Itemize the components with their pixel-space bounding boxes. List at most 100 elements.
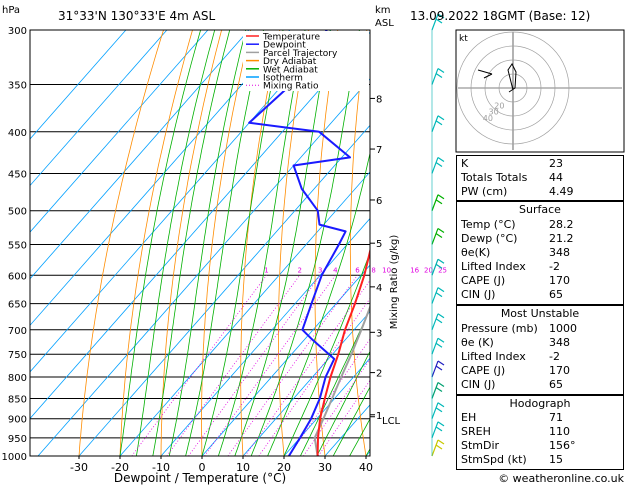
wind-barb-flag (437, 402, 445, 408)
wind-barb-flag (437, 13, 445, 19)
pressure-tick-label: 650 (8, 300, 27, 311)
wind-barb (431, 157, 439, 174)
wind-barb (431, 382, 439, 399)
wet-adiabat-line (185, 30, 264, 456)
pressure-tick-label: 950 (8, 434, 27, 445)
asl-label: ASL (375, 18, 394, 29)
dry-adiabat-line (349, 30, 368, 456)
surface-table: Surface Temp (°C) 28.2 Dewp (°C) 21.2 θe(K… (456, 201, 624, 305)
pressure-tick-label: 700 (8, 326, 27, 337)
hodograph-ring (498, 73, 528, 103)
wind-barb-flag (435, 199, 443, 205)
hodograph-storm-arrow (477, 69, 493, 79)
wind-barb-flag (437, 287, 445, 293)
hodograph-box (455, 29, 625, 153)
mixing-ratio-line (131, 275, 267, 456)
wet-adiabat-line (267, 151, 370, 456)
mixing-ratio-label: 16 (410, 266, 419, 274)
x-tick-label: 20 (277, 461, 291, 474)
mixing-ratio-label: 10 (382, 266, 391, 274)
isotherm-line (283, 357, 370, 456)
hodograph-ring (456, 31, 570, 145)
wind-barb-flag (435, 263, 443, 269)
legend-item: Temperature (262, 33, 320, 43)
pressure-tick-label: 850 (8, 394, 27, 405)
wind-barb (431, 360, 439, 378)
mixing-ratio-line (188, 275, 321, 456)
isotherm-line (160, 217, 370, 456)
indices-table: K 23 Totals Totals 44 PW (cm) 4.49 (456, 155, 624, 201)
most-unstable-row: CAPE (J) 170 (461, 364, 570, 377)
km-tick-label: 8 (376, 94, 382, 105)
wind-barb-flag (435, 426, 443, 432)
wet-adiabat-line (119, 30, 201, 456)
location-title: 31°33'N 130°33'E 4m ASL (58, 9, 215, 23)
wind-barb-flag (435, 318, 443, 324)
hodograph-ring-label: 20 (494, 101, 504, 110)
isotherm-line (242, 311, 370, 456)
wind-barb-flag (435, 342, 443, 348)
pressure-tick-label: 500 (8, 207, 27, 218)
x-tick-label: 30 (318, 461, 332, 474)
lcl-label: LCL (382, 416, 401, 427)
wind-barb-flag (437, 258, 445, 264)
mixing-ratio-line (227, 275, 358, 456)
mixing-ratio-label: 25 (438, 266, 447, 274)
mixing-ratio-label: 8 (371, 266, 375, 274)
wind-barb (431, 421, 439, 439)
hodograph-row: StmDir 156° (461, 439, 576, 452)
x-tick-label: -20 (111, 461, 129, 474)
hodograph-ring (470, 45, 556, 131)
wind-barb-flag (435, 444, 443, 450)
series-dewpoint-line (248, 30, 351, 456)
series-parcel-trajectory-line (313, 304, 370, 456)
legend-item: Wet Adiabat (263, 65, 318, 75)
wind-barb (431, 259, 439, 276)
wet-adiabat-line (332, 386, 370, 456)
wind-barb-flag (437, 337, 445, 343)
mixing-ratio-line (166, 275, 301, 456)
dry-adiabat-line (240, 30, 281, 456)
hodograph-row: StmSpd (kt) 15 (461, 453, 563, 466)
wind-barb-flag (437, 156, 445, 162)
index-row-k: K 23 (461, 157, 563, 170)
isotherm-line (30, 30, 250, 280)
wind-barb (431, 337, 439, 355)
datetime-title: 13.09.2022 18GMT (Base: 12) (410, 9, 590, 23)
wind-barb-flag (437, 360, 445, 366)
mixing-ratio-label: 6 (355, 266, 360, 274)
wet-adiabat-line (168, 30, 247, 456)
wind-barb-flag (435, 120, 443, 126)
legend-item: Mixing Ratio (263, 82, 319, 92)
dry-adiabat-line (314, 30, 339, 456)
wet-adiabat-line (250, 30, 360, 456)
hodograph-ring-label: 40 (483, 114, 493, 123)
pressure-tick-label: 900 (8, 415, 27, 426)
wind-barb (431, 313, 439, 331)
pressure-tick-label: 300 (8, 26, 27, 37)
surface-row: CAPE (J) 170 (461, 274, 570, 287)
hodograph-ring-label: 30 (489, 108, 499, 117)
km-tick-label: 7 (376, 145, 382, 156)
surface-row: Dewp (°C) 21.2 (461, 232, 574, 245)
hodograph-row: SREH 110 (461, 425, 570, 438)
mixing-ratio-label: 20 (424, 266, 433, 274)
wind-barb-flag (435, 292, 443, 298)
most-unstable-row: CIN (J) 65 (461, 378, 563, 391)
mixing-ratio-axis-label: Mixing Ratio (g/kg) (389, 235, 400, 330)
legend-item: Dry Adiabat (263, 57, 317, 67)
wind-barb-flag (435, 365, 443, 371)
wind-barb-flag (435, 386, 443, 392)
most-unstable-row: Pressure (mb) 1000 (461, 322, 577, 335)
surface-row: θe(K) 348 (461, 246, 570, 259)
wet-adiabat-line (201, 30, 284, 456)
x-tick-label: -30 (70, 461, 88, 474)
hodograph-table: Hodograph EH 71 SREH 110 StmDir 156° StmSpd… (456, 395, 624, 470)
isotherm-line (30, 31, 370, 420)
x-tick-label: 0 (199, 461, 206, 474)
wind-barb-flag (435, 18, 443, 24)
legend-item: Dewpoint (263, 41, 306, 51)
most-unstable-row: θe (K) 348 (461, 336, 570, 349)
x-tick-label: 10 (236, 461, 250, 474)
x-tick-label: -10 (152, 461, 170, 474)
